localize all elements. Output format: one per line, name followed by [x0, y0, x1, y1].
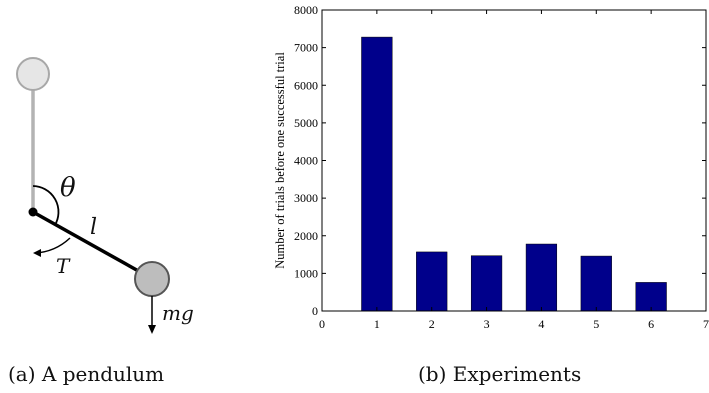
torque-arrowhead	[33, 249, 41, 257]
bar-5	[580, 255, 612, 312]
bar-2	[416, 251, 448, 312]
x-tick-label: 7	[703, 317, 709, 331]
gravity-arrowhead	[148, 325, 156, 334]
bar-3	[470, 255, 503, 312]
torque-label: T	[56, 254, 71, 278]
x-tick-label: 0	[319, 317, 325, 331]
angle-label: θ	[60, 173, 76, 203]
y-tick-label: 6000	[294, 78, 318, 92]
y-tick-label: 7000	[294, 41, 318, 55]
y-axis-title: Number of trials before one successful t…	[273, 52, 287, 269]
angle-arc	[32, 185, 60, 226]
x-tick-label: 4	[538, 317, 544, 331]
y-tick-label: 8000	[294, 3, 318, 17]
x-tick-label: 6	[648, 317, 654, 331]
pendulum-caption: (a) A pendulum	[8, 362, 165, 386]
y-tick-label: 5000	[294, 116, 318, 130]
weight-label: mg	[162, 301, 194, 325]
x-tick-label: 2	[429, 317, 435, 331]
x-tick-label: 5	[593, 317, 599, 331]
y-tick-label: 2000	[294, 229, 318, 243]
y-tick-label: 0	[312, 304, 318, 318]
x-tick-label: 1	[374, 317, 380, 331]
y-tick-label: 1000	[294, 266, 318, 280]
chart-bars	[361, 36, 667, 312]
chart-caption: (b) Experiments	[418, 362, 582, 386]
pivot-point	[28, 207, 38, 217]
pendulum-rod	[32, 210, 143, 275]
y-tick-label: 3000	[294, 191, 318, 205]
pendulum-figure: θ l T mg	[16, 57, 194, 334]
y-tick-label: 4000	[294, 154, 318, 168]
chart-ticks: 0 1 2 3 4 5 6 7 0 1000 2000 3000 4000 5000 6000 7000 800…	[294, 3, 709, 331]
bar-4	[525, 243, 558, 312]
bar-6	[635, 282, 667, 312]
upright-bob	[16, 57, 50, 91]
bar-1	[361, 36, 393, 312]
length-label: l	[90, 215, 97, 240]
x-tick-label: 3	[484, 317, 490, 331]
